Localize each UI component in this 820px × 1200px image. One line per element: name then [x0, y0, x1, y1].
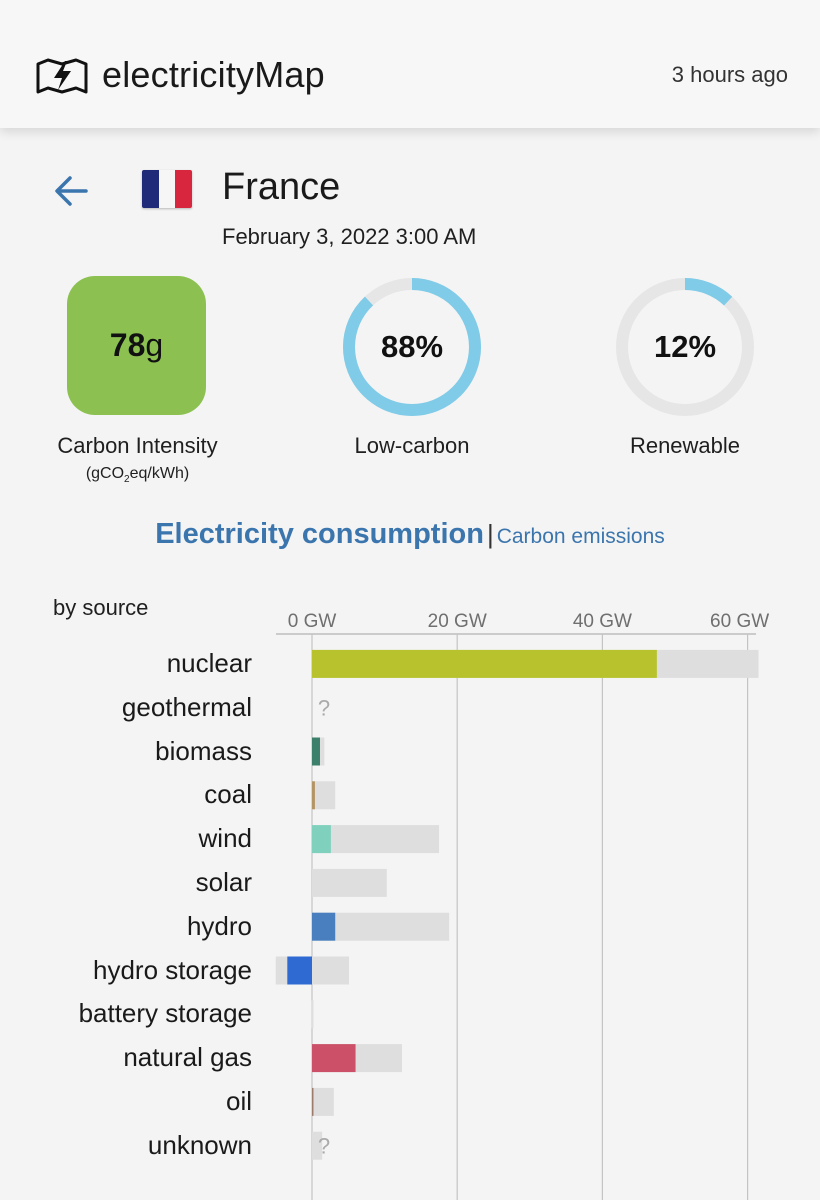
carbon-intensity-unit: g	[145, 327, 164, 363]
production-bar-nuclear	[312, 649, 657, 678]
x-tick-label: 20 GW	[428, 611, 487, 632]
category-label: biomass	[155, 735, 252, 766]
carbon-intensity-unit-label: (gCO2eq/kWh)	[85, 465, 190, 486]
renewable-ring	[616, 278, 754, 416]
back-arrow-icon[interactable]	[50, 170, 92, 212]
category-label: unknown	[147, 1129, 252, 1160]
france-flag-icon	[142, 170, 192, 208]
zone-country: France	[222, 166, 341, 208]
carbon-intensity-value: 78	[109, 327, 146, 363]
production-bar-coal	[312, 781, 315, 810]
renewable-label: Renewable	[629, 433, 741, 458]
capacity-bar-oil	[312, 1087, 334, 1116]
x-tick-label: 60 GW	[710, 611, 769, 632]
category-label: geothermal	[121, 691, 252, 722]
capacity-bar-solar	[312, 868, 387, 897]
production-bar-biomass	[312, 737, 320, 766]
category-label: oil	[225, 1085, 252, 1116]
last-updated: 3 hours ago	[671, 62, 788, 87]
renewable-value: 12%	[653, 329, 717, 364]
capacity-bar-coal	[312, 781, 336, 810]
production-bar-hydro-storage	[287, 956, 312, 985]
low-carbon-donut	[343, 278, 481, 416]
low-carbon-label: Low-carbon	[354, 433, 470, 458]
unknown-marker: ?	[318, 696, 330, 721]
category-label: battery storage	[78, 998, 252, 1029]
production-bar-wind	[312, 825, 331, 854]
production-bar-oil	[312, 1087, 314, 1116]
electricitymap-logo[interactable]	[34, 52, 90, 98]
production-bar-natural-gas	[312, 1044, 356, 1073]
app-header: electricityMap 3 hours ago	[0, 0, 820, 128]
renewable-donut	[616, 278, 754, 416]
x-tick-label: 40 GW	[573, 611, 632, 632]
category-label: natural gas	[123, 1042, 252, 1073]
category-label: coal	[204, 779, 252, 810]
category-label: hydro	[186, 910, 252, 941]
chart-tabs: Electricity consumption | Carbon emissions	[0, 518, 820, 551]
x-tick-label: 0 GW	[288, 611, 337, 632]
tab-separator: |	[486, 519, 494, 549]
zone-datetime: February 3, 2022 3:00 AM	[222, 224, 477, 249]
category-label: hydro storage	[93, 954, 252, 985]
tab-electricity-consumption[interactable]: Electricity consumption	[155, 518, 484, 550]
category-label: wind	[198, 823, 252, 854]
capacity-bar-battery-storage	[311, 1000, 314, 1029]
production-bar-hydro	[312, 912, 336, 941]
capacity-bar-hydro-storage	[275, 956, 350, 985]
low-carbon-ring	[343, 278, 481, 416]
tab-carbon-emissions[interactable]: Carbon emissions	[496, 525, 665, 548]
low-carbon-value: 88%	[380, 329, 444, 364]
brand-name[interactable]: electricityMap	[102, 54, 325, 95]
category-label: solar	[195, 866, 252, 897]
capacity-bar-unknown	[312, 1131, 323, 1160]
chart-title: by source	[53, 595, 149, 620]
category-label: nuclear	[166, 647, 252, 678]
carbon-intensity-badge: 78 g	[67, 276, 206, 415]
carbon-intensity-label: Carbon Intensity	[57, 433, 218, 458]
unknown-marker: ?	[318, 1134, 330, 1159]
capacity-bar-wind	[312, 825, 440, 854]
